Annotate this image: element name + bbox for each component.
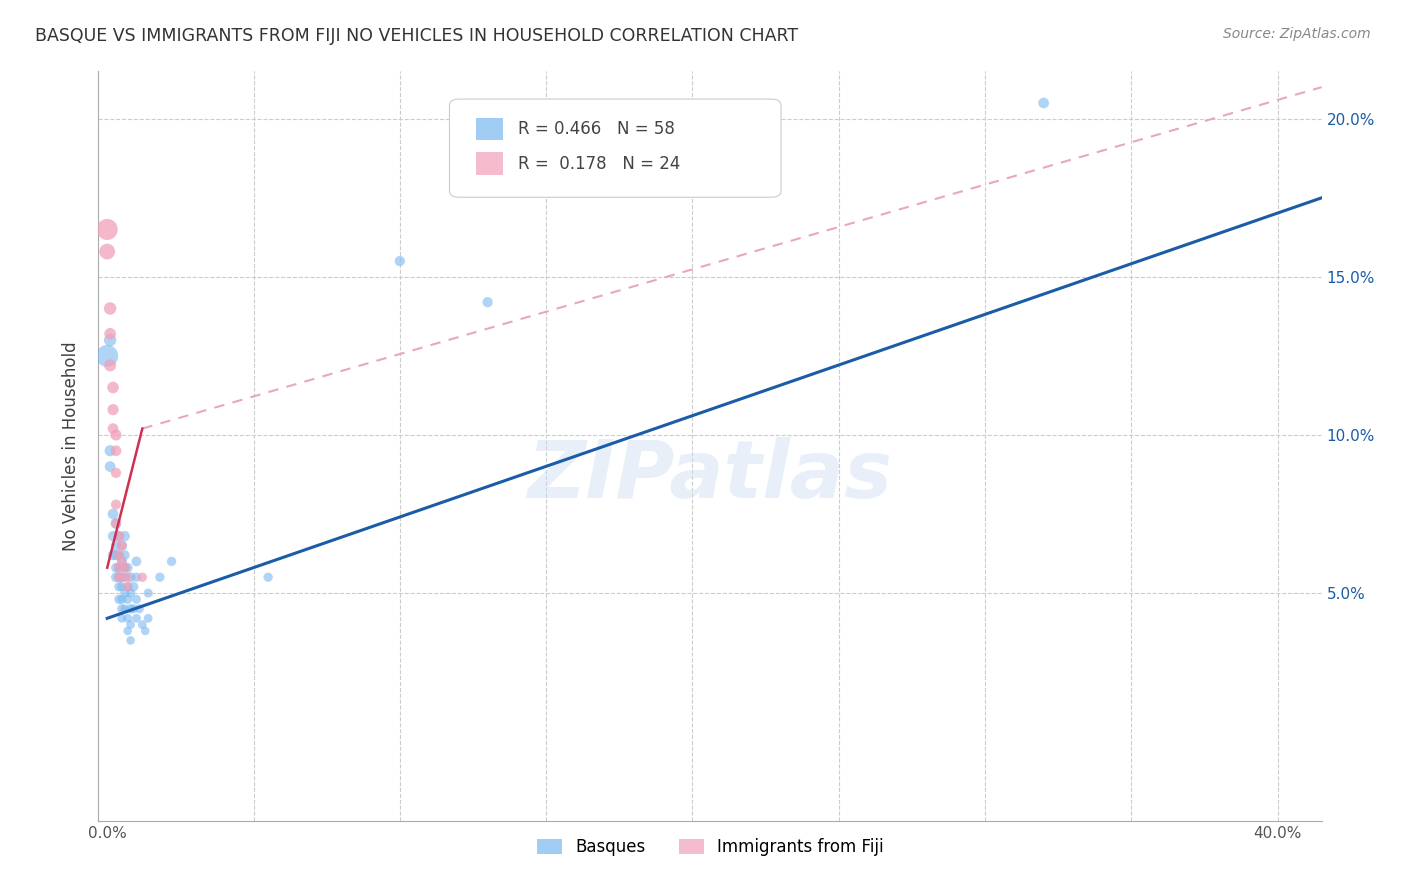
Point — [108, 570, 131, 584]
Point — [149, 570, 172, 584]
Point — [120, 586, 142, 600]
Point — [120, 570, 142, 584]
Point — [104, 539, 127, 553]
Point — [101, 507, 124, 521]
FancyBboxPatch shape — [477, 118, 503, 140]
Point — [104, 443, 127, 458]
Point — [98, 443, 121, 458]
FancyBboxPatch shape — [477, 153, 503, 175]
Point — [111, 570, 134, 584]
Point — [108, 560, 131, 574]
Point — [104, 498, 127, 512]
Point — [111, 539, 134, 553]
Point — [125, 554, 148, 568]
Point — [108, 548, 131, 562]
Point — [111, 602, 134, 616]
Point — [122, 602, 145, 616]
Point — [136, 586, 159, 600]
Point — [117, 560, 139, 574]
Point — [388, 254, 411, 268]
Point — [125, 611, 148, 625]
Point — [1032, 95, 1054, 110]
Point — [117, 570, 139, 584]
Point — [98, 333, 121, 347]
Point — [122, 580, 145, 594]
Point — [117, 580, 139, 594]
Point — [120, 633, 142, 648]
Point — [108, 560, 131, 574]
Point — [114, 586, 136, 600]
Point — [104, 428, 127, 442]
Point — [104, 548, 127, 562]
Point — [114, 560, 136, 574]
Point — [108, 548, 131, 562]
Point — [117, 580, 139, 594]
Point — [117, 592, 139, 607]
Legend: Basques, Immigrants from Fiji: Basques, Immigrants from Fiji — [529, 830, 891, 864]
Point — [114, 560, 136, 574]
Point — [111, 554, 134, 568]
Point — [104, 570, 127, 584]
Point — [128, 602, 150, 616]
Point — [108, 570, 131, 584]
Point — [96, 349, 118, 363]
Point — [111, 592, 134, 607]
Point — [131, 617, 153, 632]
Text: R =  0.178   N = 24: R = 0.178 N = 24 — [517, 154, 681, 172]
Point — [104, 516, 127, 531]
Point — [120, 617, 142, 632]
Point — [101, 548, 124, 562]
Point — [111, 570, 134, 584]
Text: BASQUE VS IMMIGRANTS FROM FIJI NO VEHICLES IN HOUSEHOLD CORRELATION CHART: BASQUE VS IMMIGRANTS FROM FIJI NO VEHICL… — [35, 27, 799, 45]
Point — [111, 580, 134, 594]
Point — [134, 624, 156, 638]
Point — [114, 602, 136, 616]
Text: Source: ZipAtlas.com: Source: ZipAtlas.com — [1223, 27, 1371, 41]
Point — [108, 580, 131, 594]
Point — [96, 222, 118, 236]
Point — [131, 570, 153, 584]
Point — [108, 529, 131, 543]
Point — [114, 548, 136, 562]
Text: R = 0.466   N = 58: R = 0.466 N = 58 — [517, 120, 675, 138]
Point — [98, 359, 121, 373]
Point — [117, 611, 139, 625]
Point — [108, 529, 131, 543]
Point — [120, 602, 142, 616]
Point — [104, 560, 127, 574]
Point — [98, 326, 121, 341]
Point — [101, 529, 124, 543]
Point — [257, 570, 280, 584]
Point — [108, 592, 131, 607]
Point — [114, 570, 136, 584]
Point — [136, 611, 159, 625]
Point — [101, 380, 124, 394]
Point — [98, 459, 121, 474]
Point — [101, 422, 124, 436]
Point — [114, 529, 136, 543]
Point — [160, 554, 183, 568]
Point — [104, 516, 127, 531]
Point — [125, 592, 148, 607]
Point — [98, 301, 121, 316]
Point — [117, 624, 139, 638]
FancyBboxPatch shape — [450, 99, 780, 197]
Y-axis label: No Vehicles in Household: No Vehicles in Household — [62, 341, 80, 551]
Point — [125, 570, 148, 584]
Point — [111, 554, 134, 568]
Point — [96, 244, 118, 259]
Point — [101, 402, 124, 417]
Point — [111, 539, 134, 553]
Point — [477, 295, 499, 310]
Point — [104, 466, 127, 480]
Point — [111, 611, 134, 625]
Text: ZIPatlas: ZIPatlas — [527, 437, 893, 515]
